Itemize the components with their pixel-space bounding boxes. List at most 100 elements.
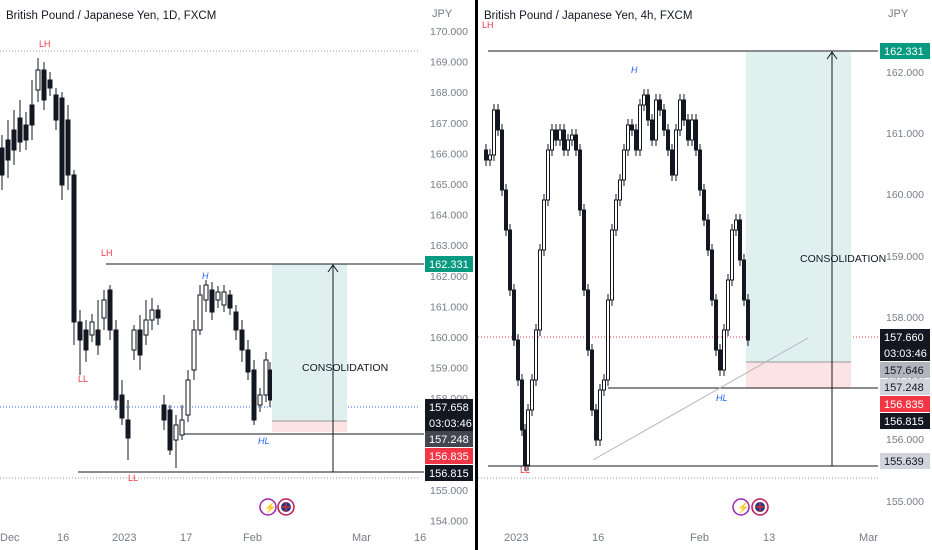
- candle-4h[interactable]: [634, 129, 638, 151]
- candle-daily[interactable]: [257, 394, 263, 406]
- candle-daily[interactable]: [161, 404, 167, 421]
- candle-4h[interactable]: [504, 189, 508, 231]
- candle-daily[interactable]: [173, 424, 179, 441]
- candle-daily[interactable]: [71, 174, 77, 323]
- candle-4h[interactable]: [508, 229, 512, 291]
- candle-4h[interactable]: [726, 279, 730, 331]
- lightning-icon[interactable]: [732, 498, 750, 516]
- candle-4h[interactable]: [520, 379, 524, 431]
- symbol-title[interactable]: British Pound / Japanese Yen, 1D, FXCM: [6, 10, 217, 22]
- candle-4h[interactable]: [698, 149, 702, 191]
- candle-4h[interactable]: [734, 219, 738, 231]
- candle-daily[interactable]: [209, 289, 215, 313]
- candle-4h[interactable]: [496, 109, 500, 131]
- candle-4h[interactable]: [546, 149, 550, 201]
- candle-4h[interactable]: [622, 149, 626, 181]
- candle-4h[interactable]: [554, 129, 558, 141]
- candle-4h[interactable]: [582, 209, 586, 291]
- candle-4h[interactable]: [516, 339, 520, 381]
- candle-4h[interactable]: [650, 119, 654, 141]
- candle-4h[interactable]: [566, 139, 570, 151]
- candle-4h[interactable]: [658, 99, 662, 111]
- candle-4h[interactable]: [626, 124, 630, 151]
- candle-daily[interactable]: [95, 329, 101, 346]
- candle-4h[interactable]: [562, 129, 566, 151]
- candle-daily[interactable]: [101, 299, 107, 319]
- candle-daily[interactable]: [47, 79, 53, 89]
- candle-4h[interactable]: [558, 129, 562, 141]
- candle-4h[interactable]: [682, 99, 686, 121]
- candle-4h[interactable]: [666, 129, 670, 151]
- candle-4h[interactable]: [710, 249, 714, 301]
- pane-divider[interactable]: [475, 0, 478, 550]
- candle-4h[interactable]: [718, 349, 722, 371]
- trendline[interactable]: [592, 337, 809, 461]
- candle-daily[interactable]: [185, 379, 191, 416]
- candle-daily[interactable]: [5, 139, 11, 161]
- candle-4h[interactable]: [642, 94, 646, 106]
- candle-daily[interactable]: [143, 319, 149, 336]
- candle-daily[interactable]: [23, 124, 29, 141]
- chart-pane-4h[interactable]: 162.000161.000160.000159.000158.000157.0…: [478, 0, 932, 550]
- symbol-title[interactable]: British Pound / Japanese Yen, 4h, FXCM: [484, 10, 693, 22]
- candle-4h[interactable]: [602, 379, 606, 391]
- candle-4h[interactable]: [722, 329, 726, 371]
- candle-4h[interactable]: [492, 109, 496, 156]
- candle-4h[interactable]: [742, 259, 746, 301]
- stop-zone[interactable]: [746, 362, 851, 388]
- candle-4h[interactable]: [678, 99, 682, 131]
- lightning-icon[interactable]: [259, 498, 277, 516]
- candle-4h[interactable]: [570, 134, 574, 141]
- candle-4h[interactable]: [550, 129, 554, 151]
- candle-daily[interactable]: [89, 321, 95, 336]
- candle-4h[interactable]: [646, 94, 650, 121]
- candle-daily[interactable]: [197, 294, 203, 331]
- candle-daily[interactable]: [119, 394, 125, 419]
- candle-daily[interactable]: [215, 291, 221, 301]
- candle-4h[interactable]: [706, 219, 710, 251]
- candle-daily[interactable]: [41, 69, 47, 101]
- candle-4h[interactable]: [500, 129, 504, 191]
- candle-4h[interactable]: [674, 129, 678, 176]
- candle-daily[interactable]: [268, 369, 272, 401]
- candle-daily[interactable]: [113, 329, 119, 401]
- candle-daily[interactable]: [83, 329, 89, 351]
- candle-4h[interactable]: [594, 409, 598, 441]
- candle-4h[interactable]: [610, 229, 614, 301]
- candle-4h[interactable]: [694, 119, 698, 151]
- candle-daily[interactable]: [263, 359, 269, 396]
- candle-daily[interactable]: [65, 119, 71, 176]
- candle-daily[interactable]: [233, 311, 239, 331]
- candle-4h[interactable]: [530, 379, 534, 411]
- candle-daily[interactable]: [203, 284, 209, 301]
- candle-daily[interactable]: [251, 369, 257, 421]
- candle-daily[interactable]: [245, 349, 251, 373]
- target-zone[interactable]: [272, 264, 347, 421]
- candle-4h[interactable]: [746, 299, 750, 341]
- candle-4h[interactable]: [614, 199, 618, 231]
- candle-4h[interactable]: [606, 299, 610, 381]
- candle-4h[interactable]: [542, 199, 546, 251]
- candle-4h[interactable]: [730, 229, 734, 281]
- candle-4h[interactable]: [690, 119, 694, 141]
- chart-pane-daily[interactable]: 170.000 169.000 168.000 167.000 166.000 165.0…: [0, 0, 475, 550]
- candle-daily[interactable]: [17, 117, 23, 143]
- candle-4h[interactable]: [638, 104, 642, 151]
- candle-4h[interactable]: [590, 349, 594, 411]
- candle-daily[interactable]: [131, 329, 137, 351]
- candle-4h[interactable]: [538, 249, 542, 331]
- candle-daily[interactable]: [167, 409, 173, 451]
- candle-4h[interactable]: [574, 134, 578, 151]
- candle-daily[interactable]: [179, 419, 185, 436]
- candle-4h[interactable]: [702, 189, 706, 221]
- candle-4h[interactable]: [686, 119, 690, 141]
- candle-daily[interactable]: [29, 104, 35, 126]
- candle-4h[interactable]: [484, 149, 488, 161]
- candle-4h[interactable]: [618, 179, 622, 201]
- candle-daily[interactable]: [59, 97, 65, 186]
- candle-daily[interactable]: [221, 291, 227, 306]
- candle-4h[interactable]: [598, 389, 602, 441]
- candle-daily[interactable]: [107, 289, 113, 331]
- candle-4h[interactable]: [714, 299, 718, 351]
- candle-daily[interactable]: [149, 309, 155, 321]
